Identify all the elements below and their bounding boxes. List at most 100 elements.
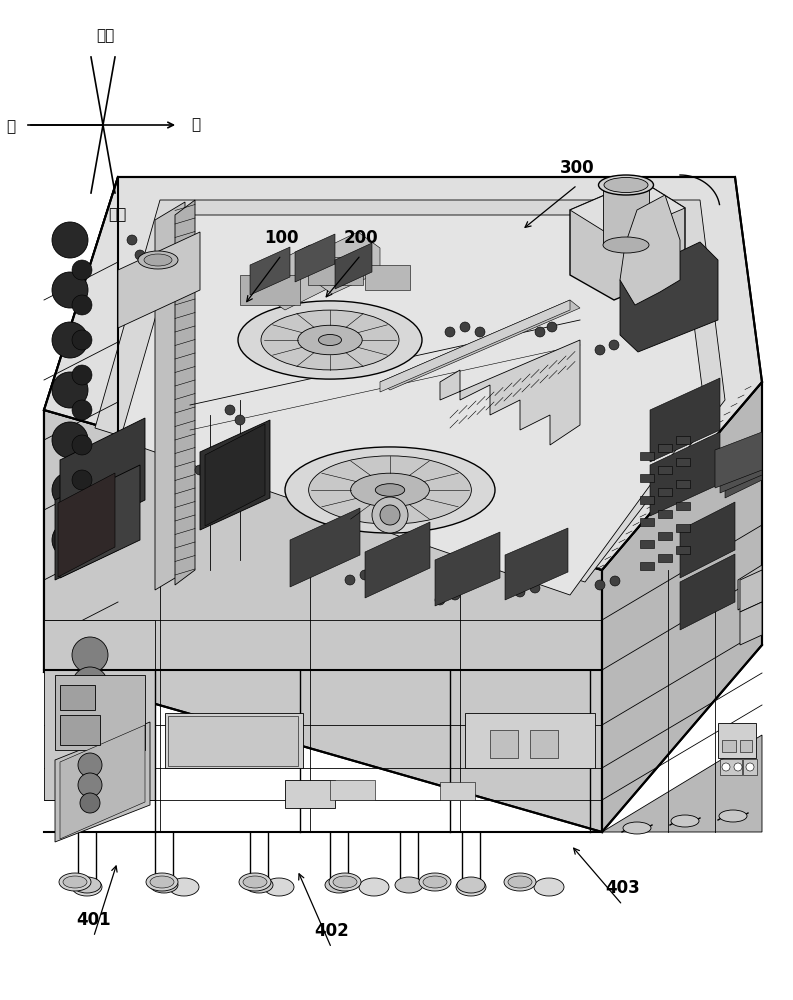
Ellipse shape (138, 251, 178, 269)
Circle shape (52, 372, 88, 408)
Circle shape (127, 235, 137, 245)
Ellipse shape (73, 877, 101, 893)
Polygon shape (380, 300, 580, 390)
Circle shape (72, 260, 92, 280)
Text: 100: 100 (264, 229, 299, 247)
Text: 左: 左 (6, 119, 15, 134)
Ellipse shape (671, 815, 699, 827)
Ellipse shape (72, 878, 102, 896)
Polygon shape (310, 232, 380, 294)
Ellipse shape (359, 878, 389, 896)
Circle shape (80, 793, 100, 813)
Ellipse shape (308, 456, 471, 524)
Polygon shape (95, 200, 725, 582)
Circle shape (530, 583, 540, 593)
Circle shape (235, 415, 245, 425)
Ellipse shape (150, 877, 178, 893)
Circle shape (52, 322, 88, 358)
Bar (676, 458, 690, 466)
Circle shape (345, 575, 355, 585)
Bar (55, 675, 145, 750)
Circle shape (445, 327, 455, 337)
Circle shape (135, 250, 145, 260)
Circle shape (72, 637, 108, 673)
Bar (718, 723, 756, 758)
Bar (640, 496, 654, 504)
Circle shape (375, 575, 385, 585)
Polygon shape (725, 442, 762, 498)
Bar (640, 474, 654, 482)
Bar (640, 562, 654, 570)
Circle shape (535, 327, 545, 337)
Ellipse shape (245, 877, 273, 893)
Bar (308, 257, 363, 285)
Circle shape (72, 667, 108, 703)
Polygon shape (620, 195, 680, 305)
Circle shape (72, 400, 92, 420)
Polygon shape (118, 232, 200, 328)
Ellipse shape (264, 878, 294, 896)
Polygon shape (680, 502, 735, 578)
Ellipse shape (333, 876, 357, 888)
Text: 300: 300 (560, 159, 595, 177)
Circle shape (460, 322, 470, 332)
Polygon shape (435, 532, 500, 606)
Circle shape (52, 272, 88, 308)
Text: 403: 403 (605, 879, 640, 897)
Bar (440, 782, 475, 800)
Polygon shape (200, 420, 270, 530)
Polygon shape (290, 508, 360, 587)
Circle shape (746, 763, 754, 771)
Circle shape (75, 700, 105, 730)
Polygon shape (44, 177, 762, 570)
Circle shape (52, 522, 88, 558)
Polygon shape (602, 735, 762, 832)
Ellipse shape (144, 254, 172, 266)
Circle shape (72, 505, 92, 525)
Ellipse shape (329, 873, 361, 891)
Text: 右: 右 (191, 117, 200, 132)
Polygon shape (335, 243, 372, 289)
Bar (676, 480, 690, 488)
Circle shape (547, 322, 557, 332)
Text: 后上: 后上 (96, 28, 114, 43)
Ellipse shape (150, 876, 174, 888)
Bar (640, 518, 654, 526)
Polygon shape (620, 242, 718, 352)
Polygon shape (55, 722, 150, 842)
Polygon shape (505, 528, 568, 600)
Bar (365, 265, 410, 290)
Polygon shape (205, 424, 265, 526)
Bar (60, 715, 100, 745)
Polygon shape (295, 234, 335, 282)
Polygon shape (380, 300, 570, 392)
Circle shape (734, 763, 742, 771)
Bar (60, 685, 95, 710)
Bar (285, 780, 335, 808)
Bar (658, 532, 672, 540)
Polygon shape (365, 522, 430, 598)
Ellipse shape (719, 810, 747, 822)
Polygon shape (570, 180, 685, 300)
Circle shape (72, 365, 92, 385)
Polygon shape (55, 470, 118, 580)
Bar (740, 740, 752, 752)
Circle shape (72, 295, 92, 315)
Bar (720, 759, 742, 775)
Circle shape (72, 470, 92, 490)
Polygon shape (60, 418, 145, 542)
Text: 下前: 下前 (108, 207, 126, 222)
Ellipse shape (63, 876, 87, 888)
Circle shape (475, 327, 485, 337)
Circle shape (72, 330, 92, 350)
Bar (658, 466, 672, 474)
Ellipse shape (423, 876, 447, 888)
Bar (168, 716, 298, 766)
Polygon shape (440, 340, 580, 445)
Polygon shape (120, 215, 705, 595)
Ellipse shape (59, 873, 91, 891)
Bar (658, 510, 672, 518)
Ellipse shape (504, 873, 536, 891)
Circle shape (722, 763, 730, 771)
Bar (658, 488, 672, 496)
